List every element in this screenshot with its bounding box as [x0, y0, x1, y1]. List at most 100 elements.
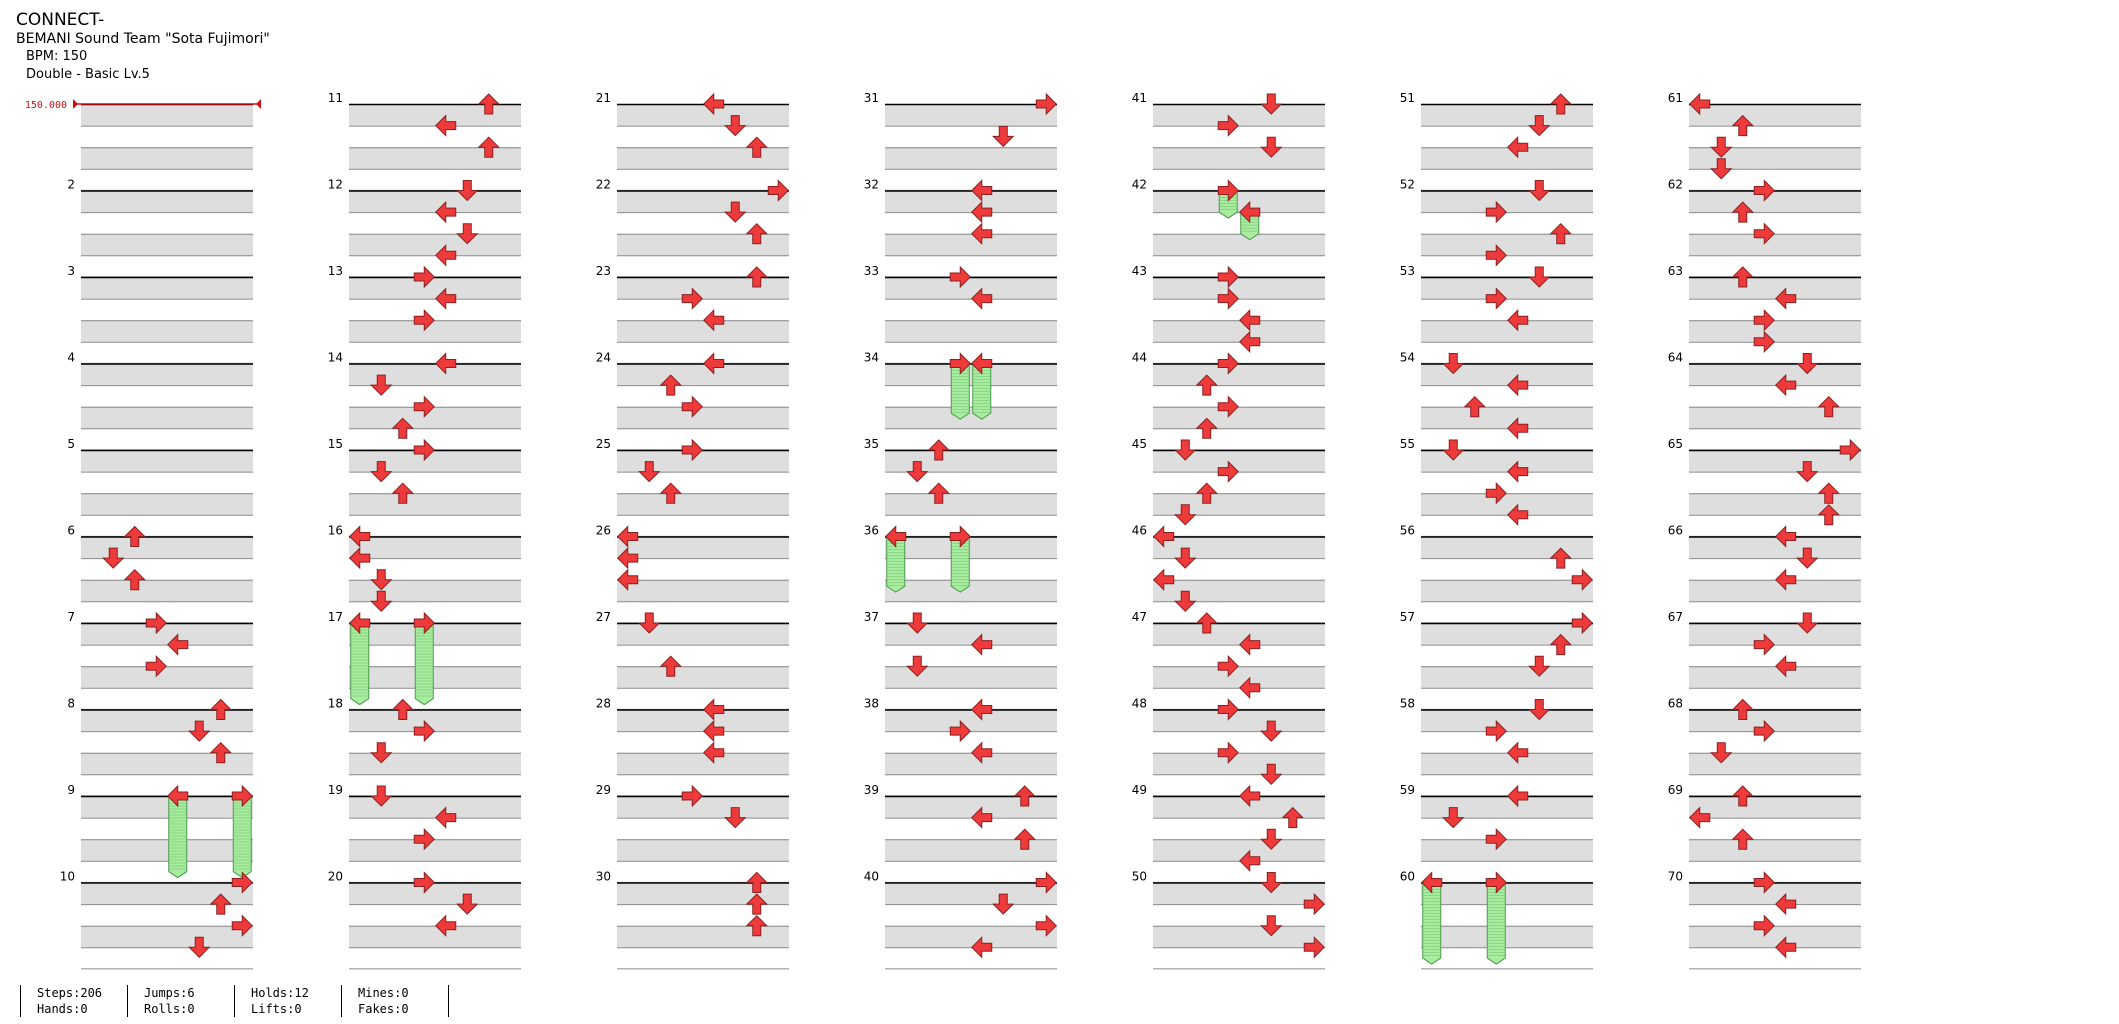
beat-band [617, 233, 789, 256]
arrow-left-icon [971, 352, 993, 375]
hold-body [1422, 882, 1442, 965]
arrow-up-icon [477, 136, 500, 158]
measure-number: 39 [864, 783, 879, 797]
arrow-down-icon [724, 115, 747, 137]
arrow-left-icon [1775, 525, 1797, 548]
measure-number: 53 [1400, 264, 1415, 278]
arrow-down-icon [1260, 93, 1283, 115]
beat-band [349, 579, 521, 602]
arrow-down-icon [1174, 504, 1197, 526]
stat-rolls: Rolls:0 [144, 1002, 195, 1016]
stats-group: Mines:0 Fakes:0 [341, 985, 448, 1017]
stat-steps: Steps:206 [37, 986, 103, 1000]
measure-number: 52 [1400, 178, 1415, 192]
beat-band [1689, 623, 1861, 645]
beat-band [617, 666, 789, 688]
arrow-left-icon [971, 633, 993, 656]
beat-band [1421, 147, 1593, 169]
arrow-left-icon [971, 222, 993, 245]
measure-9: 9 [67, 783, 253, 883]
arrow-left-icon [1689, 806, 1711, 829]
arrow-right-icon [1035, 871, 1057, 894]
measure-34: 34 [864, 351, 1057, 451]
beat-band [1421, 104, 1593, 126]
arrow-right-icon [145, 654, 167, 678]
arrow-right-icon [949, 265, 971, 289]
arrow-right-icon [1217, 741, 1239, 764]
arrow-right-icon [1035, 92, 1057, 116]
arrow-up-icon [1195, 612, 1218, 634]
arrow-up-icon [745, 222, 768, 245]
beat-band [1689, 709, 1861, 732]
measure-67: 67 [1668, 610, 1861, 710]
arrow-right-icon [681, 287, 703, 310]
arrow-left-icon [703, 719, 725, 743]
arrow-down-icon [102, 547, 125, 569]
measure-number: 22 [596, 178, 611, 192]
arrow-left-icon [617, 546, 639, 570]
arrow-left-icon [1239, 676, 1261, 700]
arrow-down-icon [1260, 828, 1283, 850]
arrow-down-icon [1442, 439, 1465, 461]
measure-number: 55 [1400, 437, 1415, 451]
arrow-right-icon [413, 827, 435, 851]
arrow-right-icon [1753, 871, 1775, 894]
beat-band [617, 363, 789, 386]
arrow-down-icon [906, 655, 929, 677]
arrow-up-icon [1731, 201, 1754, 223]
arrow-left-icon [1775, 936, 1797, 959]
beat-band [1153, 536, 1325, 559]
arrow-down-icon [370, 374, 393, 396]
arrow-down-icon [1710, 136, 1733, 158]
beat-band [349, 406, 521, 429]
arrow-down-icon [638, 612, 661, 634]
beat-band [885, 709, 1057, 732]
arrow-left-icon [703, 352, 725, 375]
measure-number: 65 [1668, 437, 1683, 451]
arrow-down-icon [456, 223, 479, 245]
measure-70: 70 [1668, 870, 1861, 970]
beat-band [1689, 925, 1861, 948]
beat-band [1689, 882, 1861, 905]
measure-number: 54 [1400, 351, 1415, 365]
measure-44: 44 [1132, 351, 1325, 451]
measure-number: 3 [67, 264, 75, 278]
arrow-right-icon [1753, 330, 1775, 354]
beat-band [885, 925, 1057, 948]
arrow-left-icon [1153, 525, 1175, 548]
stat-jumps: Jumps:6 [144, 986, 195, 1000]
arrow-right-icon [1753, 179, 1775, 202]
beat-band [1153, 104, 1325, 126]
arrow-up-icon [659, 482, 682, 504]
arrow-down-icon [638, 461, 661, 483]
arrow-down-icon [1796, 353, 1819, 375]
arrow-right-icon [413, 871, 435, 894]
beat-band [885, 450, 1057, 472]
beat-band [1153, 925, 1325, 948]
arrow-left-icon [435, 352, 457, 375]
beat-band [617, 320, 789, 342]
arrow-left-icon [1421, 871, 1443, 894]
measure-number: 47 [1132, 610, 1147, 624]
hold-body [414, 622, 434, 706]
arrow-down-icon [1796, 461, 1819, 483]
stats-group: Steps:206 Hands:0 [20, 985, 127, 1017]
measure-number: 66 [1668, 524, 1683, 538]
arrow-left-icon [617, 568, 639, 591]
measure-56: 56 [1400, 524, 1593, 624]
measure-number: 9 [67, 783, 75, 797]
arrow-right-icon [1217, 395, 1239, 418]
measure-61: 61 [1668, 91, 1861, 191]
measure-66: 66 [1668, 524, 1861, 624]
measure-number: 45 [1132, 437, 1147, 451]
measure-5: 5 [67, 437, 253, 537]
arrow-down-icon [1442, 353, 1465, 375]
arrow-left-icon [435, 287, 457, 310]
measure-52: 52 [1400, 178, 1593, 278]
beat-band [885, 752, 1057, 775]
arrow-down-icon [1528, 699, 1551, 721]
measure-15: 15 [328, 437, 521, 537]
arrow-down-icon [1710, 742, 1733, 764]
arrow-down-icon [370, 569, 393, 591]
beat-band [1421, 752, 1593, 775]
